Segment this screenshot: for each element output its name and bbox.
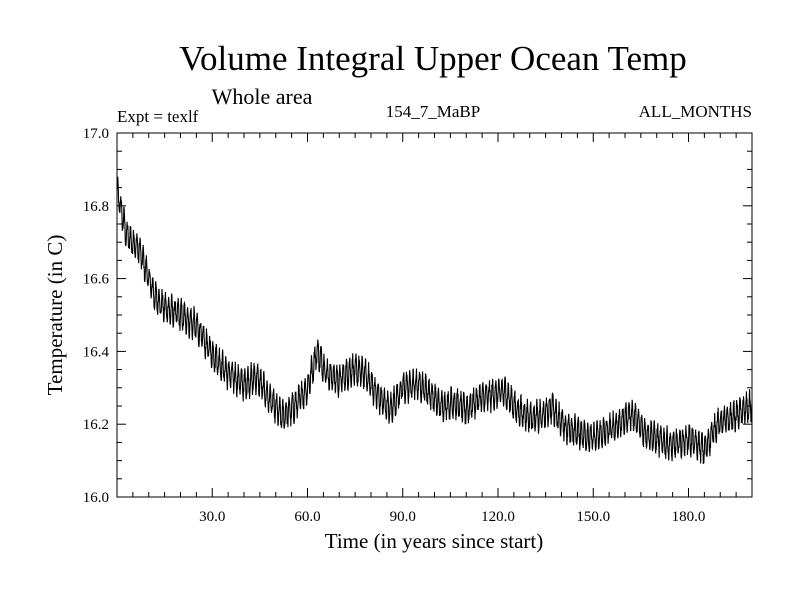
ticks-layer: 30.0 60.0 90.0 120.0 150.0 180.0 16.0 16.2 16.4 1… <box>83 126 752 525</box>
y-tick-label: 16.6 <box>83 272 110 288</box>
x-axis-label: Time (in years since start) <box>325 529 544 553</box>
x-tick-label: 30.0 <box>199 509 225 525</box>
x-tick-label: 90.0 <box>390 509 416 525</box>
series-line-temperature <box>116 176 753 464</box>
y-tick-label: 17.0 <box>83 126 109 142</box>
x-tick-label: 60.0 <box>294 509 320 525</box>
x-tick-label: 150.0 <box>576 509 610 525</box>
y-tick-label: 16.2 <box>83 417 109 433</box>
chart-title: Volume Integral Upper Ocean Temp <box>179 39 686 78</box>
chart-subtitle: Whole area <box>212 84 313 109</box>
y-tick-label: 16.8 <box>83 199 109 215</box>
y-tick-label: 16.4 <box>83 344 110 360</box>
series-layer <box>116 176 753 464</box>
annotation-months: ALL_MONTHS <box>639 102 752 121</box>
y-tick-label: 16.0 <box>83 490 109 506</box>
y-axis-label: Temperature (in C) <box>43 235 67 396</box>
x-tick-label: 180.0 <box>672 509 706 525</box>
x-tick-label: 120.0 <box>481 509 515 525</box>
annotation-experiment: Expt = texlf <box>117 107 199 126</box>
annotation-period: 154_7_MaBP <box>386 102 480 121</box>
